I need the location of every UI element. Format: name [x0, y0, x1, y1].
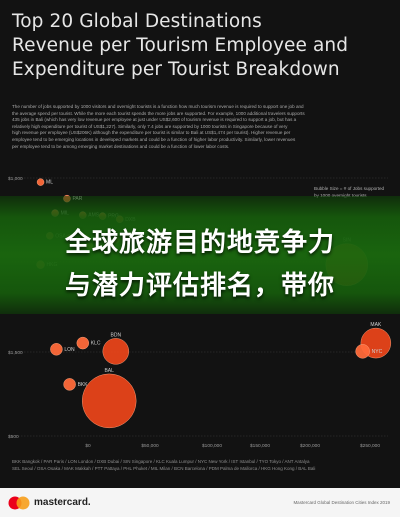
- chart-title: Top 20 Global Destinations Revenue per T…: [12, 10, 392, 82]
- data-point-nyc: [355, 344, 370, 359]
- footnote-line: BKK Bangkok / PAR Paris / LON London / D…: [12, 459, 310, 464]
- overlay-headline-2: 与潜力评估排名，带你: [64, 271, 335, 301]
- bubble-size-note: Bubble Size = # of Jobs supported: [314, 186, 385, 191]
- intro-line: the average spend per tourist. While the…: [12, 110, 305, 116]
- data-label-bkk: BKK: [78, 382, 89, 388]
- intro-line: employee tend to be emerging locations i…: [12, 136, 296, 142]
- title-line-1: Top 20 Global Destinations: [12, 11, 262, 32]
- intro-line: 435 jobs in Bali (which has very low rev…: [12, 117, 297, 123]
- intro-line: relatively high expenditure per tourist …: [12, 123, 288, 129]
- x-tick-label: $250,000: [360, 443, 380, 449]
- title-line-2: Revenue per Tourism Employee and: [12, 35, 349, 56]
- x-tick-label: $200,000: [300, 443, 320, 449]
- brand-name: mastercard.: [34, 497, 91, 508]
- intro-line: per employee tend to be among emerging m…: [12, 143, 230, 149]
- intro-line: high revenue per employee (US$206K) alth…: [12, 130, 291, 136]
- y-tick-label: $1,500: [8, 350, 23, 356]
- source-credit: Mastercard Global Destination Cities Ind…: [293, 500, 390, 505]
- data-label-mak: MAK: [370, 322, 382, 328]
- intro-line: The number of jobs supported by 1000 vis…: [12, 104, 304, 109]
- y-tick-label: $500: [8, 434, 19, 440]
- data-point-bdn: [102, 338, 130, 365]
- x-axis-ticks: $0 $50,000 $100,000 $150,000 $200,000 $250,00…: [85, 443, 380, 449]
- mastercard-logo-icon: [8, 496, 30, 510]
- data-label-bal: BAL: [104, 368, 114, 374]
- data-point-lon: [50, 343, 63, 356]
- footnote-line: SEL Seoul / OSA Osaka / MAK Makkah / PTT…: [12, 466, 316, 471]
- data-label-nyc: NYC: [372, 349, 383, 355]
- data-label-klc: KLC: [91, 341, 101, 347]
- x-tick-label: $100,000: [202, 443, 222, 449]
- data-label-lon: LON: [64, 347, 75, 353]
- overlay-banner: [0, 196, 400, 314]
- x-tick-label: $150,000: [250, 443, 270, 449]
- x-tick-label: $50,000: [141, 443, 159, 449]
- overlay-headline-1: 全球旅游目的地竞争力: [64, 228, 335, 258]
- bubble-size-note-2: by 1000 overnight tourists: [314, 193, 367, 198]
- x-tick-label: $0: [85, 443, 91, 449]
- data-point-klc: [76, 336, 90, 350]
- footer-bar: mastercard. Mastercard Global Destinatio…: [0, 488, 400, 517]
- data-point-bal: [81, 373, 137, 429]
- data-label-bdn: BDN: [111, 332, 122, 338]
- intro-paragraph: The number of jobs supported by 1000 vis…: [12, 104, 390, 150]
- city-code-footnote: BKK Bangkok / PAR Paris / LON London / D…: [12, 458, 390, 472]
- y-axis-ticks: $1,000 $1,500 $500: [8, 176, 23, 440]
- title-line-3: Expenditure per Tourist Breakdown: [12, 59, 340, 80]
- data-point-bkk: [63, 378, 76, 391]
- y-tick-label: $1,000: [8, 176, 23, 182]
- data-label-ml: ML: [46, 180, 53, 186]
- data-point-ml: [36, 178, 45, 186]
